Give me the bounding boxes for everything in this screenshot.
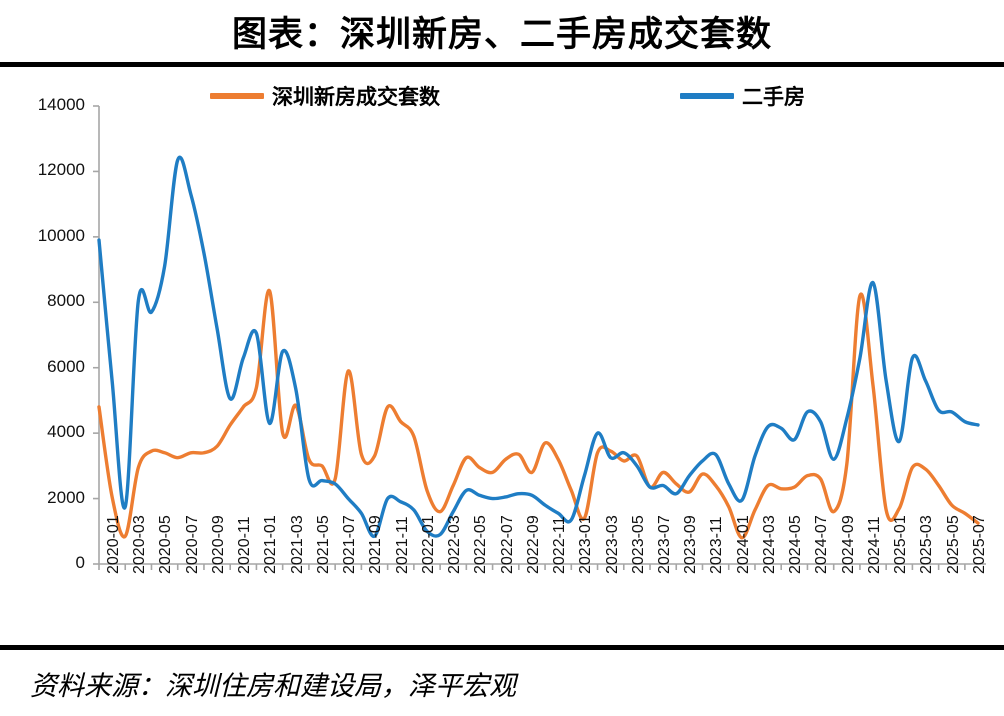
x-axis-tick-label: 2024-09 xyxy=(839,515,857,574)
source-band: 资料来源：深圳住房和建设局，泽平宏观 xyxy=(0,650,1004,716)
y-axis-tick-label: 2000 xyxy=(47,487,85,507)
chart-canvas: 深圳新房成交套数 二手房 0 2000 4000 6000 8000 10000 12000… xyxy=(0,67,1004,645)
x-axis-tick-label: 2023-09 xyxy=(682,515,700,574)
series-line-second-hand xyxy=(97,155,980,538)
y-axis-tick-label: 14000 xyxy=(37,95,85,114)
x-axis-tick-label: 2021-11 xyxy=(393,516,411,574)
y-axis-tick-label: 4000 xyxy=(47,422,85,442)
x-axis-tick-label: 2023-11 xyxy=(708,516,726,574)
series-line-new-homes xyxy=(97,289,980,540)
x-axis-tick-label: 2023-01 xyxy=(577,515,595,574)
x-axis-tick-label: 2024-05 xyxy=(787,515,805,574)
x-axis-tick-label: 2024-07 xyxy=(813,515,831,574)
legend-swatch-second-hand xyxy=(680,93,734,99)
x-axis-tick-label: 2023-07 xyxy=(656,515,673,574)
x-axis-tick-label: 2022-07 xyxy=(498,515,516,574)
y-axis-tick-label: 12000 xyxy=(37,160,85,180)
x-axis-tick-label: 2021-07 xyxy=(341,515,359,574)
title-divider-top xyxy=(0,62,1004,67)
x-axis-tick-label: 2022-11 xyxy=(551,516,569,574)
x-axis-tick-label: 2024-11 xyxy=(865,516,883,574)
x-axis-tick-label: 2020-09 xyxy=(209,515,227,574)
source-divider xyxy=(0,645,1004,650)
plot-area: 0 2000 4000 6000 8000 10000 12000 14000 2020-01… xyxy=(0,67,1004,645)
page-title: 图表：深圳新房、二手房成交套数 xyxy=(231,14,772,54)
x-axis-tick-label: 2022-01 xyxy=(419,515,437,574)
x-axis-tick-label: 2023-05 xyxy=(629,515,647,574)
x-axis-tick-label: 2020-05 xyxy=(157,515,175,574)
x-axis-tick-label: 2024-03 xyxy=(760,515,778,574)
legend-label-new-homes: 深圳新房成交套数 xyxy=(272,85,440,109)
plot-svg xyxy=(93,105,986,570)
x-axis-tick-label: 2021-05 xyxy=(314,515,332,574)
x-axis-tick-label: 2023-03 xyxy=(603,515,621,574)
x-axis-tick-label: 2021-03 xyxy=(288,515,306,574)
y-axis-tick-label: 0 xyxy=(75,553,85,572)
x-axis-tick-label: 2025-05 xyxy=(944,515,962,574)
chart-title-band: 图表：深圳新房、二手房成交套数 xyxy=(0,0,1004,62)
x-axis-tick-label: 2020-03 xyxy=(131,515,149,574)
x-axis-tick-label: 2024-01 xyxy=(734,515,752,574)
x-axis-tick-label: 2020-11 xyxy=(236,516,254,574)
y-axis-tick-label: 8000 xyxy=(47,291,85,311)
chart-legend: 深圳新房成交套数 二手房 xyxy=(0,81,1004,109)
legend-label-second-hand: 二手房 xyxy=(742,85,805,109)
x-axis-tick-label: 2020-07 xyxy=(183,515,201,574)
y-axis-tick-label: 10000 xyxy=(37,225,85,245)
x-axis-tick-label: 2025-03 xyxy=(918,515,936,574)
legend-item-second-hand[interactable]: 二手房 xyxy=(680,81,805,111)
source-note: 资料来源：深圳住房和建设局，泽平宏观 xyxy=(30,670,516,701)
x-axis-tick-label: 2022-09 xyxy=(524,515,542,574)
x-axis-tick-label: 2022-03 xyxy=(446,515,464,574)
y-axis-tick-label: 6000 xyxy=(47,356,85,376)
legend-swatch-new-homes xyxy=(210,93,264,99)
x-axis-tick-label: 2025-01 xyxy=(892,515,910,574)
x-axis-tick-label: 2021-01 xyxy=(262,515,280,574)
x-axis-tick-label: 2022-05 xyxy=(472,515,490,574)
legend-item-new-homes[interactable]: 深圳新房成交套数 xyxy=(210,81,440,111)
x-axis-tick-label: 2021-09 xyxy=(367,515,385,574)
x-axis-tick-label: 2025-07 xyxy=(970,515,988,574)
x-axis-tick-label: 2020-01 xyxy=(105,515,122,574)
